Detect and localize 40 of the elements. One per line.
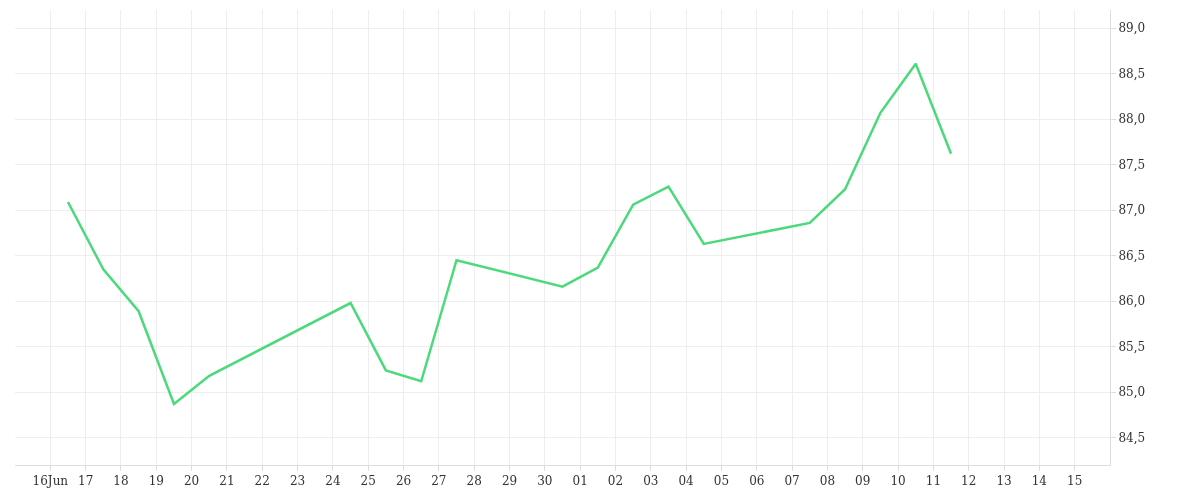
y-tick-label: 85,5: [1118, 339, 1146, 354]
y-tick-label: 88,0: [1118, 112, 1146, 127]
x-tick-label: 06: [749, 474, 765, 489]
x-tick-label: 02: [607, 474, 624, 489]
x-tick-label: 03: [643, 474, 659, 489]
x-tick-label: 13: [996, 474, 1012, 489]
x-tick-label: 15: [1067, 474, 1083, 489]
x-tick-label: 22: [254, 474, 270, 489]
x-tick-label: 24: [325, 474, 341, 489]
y-tick-label: 85,0: [1118, 385, 1146, 400]
y-tick-label: 89,0: [1118, 21, 1146, 36]
x-tick-label: 26: [395, 474, 412, 489]
x-tick-label: 19: [148, 474, 164, 489]
x-tick-label: 01: [572, 474, 588, 489]
x-tick-label: 28: [466, 474, 482, 489]
x-tick-label: 08: [819, 474, 836, 489]
x-tick-label: 14: [1031, 474, 1048, 489]
x-tick-label: 18: [113, 474, 129, 489]
x-tick-label: 20: [183, 474, 200, 489]
x-tick-label: 16Jun: [32, 474, 69, 489]
x-tick-label: 12: [961, 474, 977, 489]
y-tick-label: 88,5: [1118, 66, 1146, 81]
x-tick-label: 21: [219, 474, 235, 489]
x-tick-label: 27: [431, 474, 447, 489]
y-tick-label: 86,5: [1118, 248, 1146, 263]
y-tick-label: 86,0: [1118, 294, 1146, 309]
x-tick-label: 25: [360, 474, 376, 489]
x-tick-label: 17: [78, 474, 94, 489]
x-tick-label: 30: [537, 474, 553, 489]
x-tick-label: 07: [784, 474, 800, 489]
y-tick-label: 84,5: [1118, 430, 1146, 445]
x-tick-label: 23: [289, 474, 306, 489]
x-tick-label: 09: [855, 474, 871, 489]
x-tick-label: 29: [501, 474, 518, 489]
y-tick-label: 87,0: [1118, 203, 1146, 218]
x-tick-label: 11: [925, 474, 942, 489]
y-tick-label: 87,5: [1118, 157, 1146, 172]
x-tick-label: 04: [678, 474, 695, 489]
x-tick-label: 10: [890, 474, 906, 489]
x-tick-label: 05: [713, 474, 730, 489]
